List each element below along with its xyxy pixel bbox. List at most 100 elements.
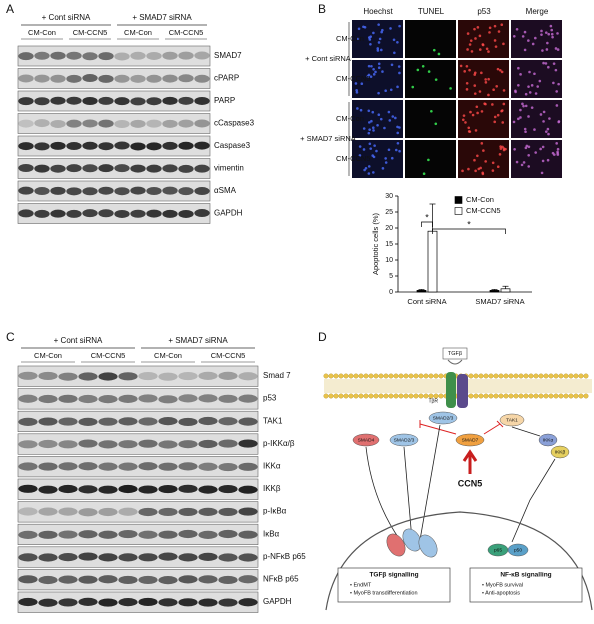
cell — [396, 131, 400, 135]
blot-band — [18, 97, 34, 106]
blot-band — [218, 484, 238, 494]
cell — [547, 32, 551, 36]
blot-label: p53 — [263, 394, 277, 403]
cell — [523, 48, 527, 52]
lipid-head — [433, 393, 439, 399]
cell — [388, 119, 392, 122]
blot-band — [138, 530, 158, 539]
blot-band — [178, 51, 194, 60]
blot-strip — [17, 569, 259, 591]
blot-band — [78, 530, 98, 539]
cell — [396, 85, 399, 89]
cell — [523, 127, 527, 131]
significance-bracket — [421, 221, 433, 227]
cell — [393, 51, 396, 55]
cell — [550, 28, 554, 32]
lipid-head — [523, 373, 529, 379]
blot-band — [18, 371, 38, 380]
cell — [467, 126, 471, 130]
cell — [370, 119, 373, 123]
blot-band — [78, 508, 98, 517]
cell — [363, 168, 366, 172]
lipid-head — [403, 373, 409, 379]
cell — [367, 64, 371, 68]
group-label: + Cont siRNA — [305, 54, 351, 63]
cell — [517, 84, 520, 87]
blot-label: GAPDH — [263, 597, 292, 606]
blot-band — [98, 530, 118, 539]
blot-band — [238, 485, 258, 494]
blot-label: vimentin — [214, 164, 244, 173]
cell — [512, 120, 516, 124]
lipid-head — [563, 393, 569, 399]
blot-band — [78, 372, 98, 381]
lipid-head — [428, 393, 434, 399]
blot-band — [78, 394, 98, 404]
cell — [411, 85, 415, 89]
signal-node — [428, 411, 458, 425]
lipid-head — [388, 373, 394, 379]
blot-label: PARP — [214, 96, 235, 105]
signal-node — [538, 433, 558, 447]
blot-band — [82, 97, 98, 106]
blot-band — [118, 507, 138, 516]
cell — [556, 48, 560, 51]
stain-label: Hoechst — [363, 7, 393, 16]
cell — [372, 73, 376, 76]
cell — [500, 70, 504, 74]
blot-band — [98, 142, 114, 151]
blot-band — [162, 141, 178, 150]
lipid-head — [503, 393, 509, 399]
cell — [360, 82, 364, 86]
lipid-head — [358, 393, 364, 399]
blot-band — [78, 417, 98, 427]
blot-band — [198, 575, 218, 584]
blot-label: IκBα — [263, 529, 280, 538]
cell — [421, 64, 425, 68]
blot-band — [178, 507, 198, 517]
cell — [478, 48, 482, 51]
panel-label: D — [318, 330, 327, 344]
cell — [355, 91, 359, 94]
cell — [364, 166, 368, 170]
smad-complex — [418, 534, 438, 558]
blot-band — [98, 74, 114, 83]
blot-label: cCaspase3 — [214, 119, 255, 128]
cell — [372, 129, 375, 132]
condition-label: CM-Con — [336, 34, 364, 43]
stain-label: p53 — [477, 7, 491, 16]
cell — [379, 117, 383, 121]
blot-label: p-IκBα — [263, 507, 287, 516]
cell — [500, 23, 504, 26]
cell — [524, 92, 528, 96]
blot-band — [238, 439, 258, 448]
cell — [473, 71, 477, 75]
signal-node — [507, 543, 529, 557]
cell — [544, 130, 548, 133]
cell — [434, 78, 438, 81]
cell — [521, 102, 524, 106]
cell — [478, 90, 482, 93]
condition-label: CM-Con — [124, 28, 152, 37]
blot-label: p-NFκB p65 — [263, 552, 306, 561]
lipid-head — [488, 373, 494, 379]
blot-band — [78, 552, 98, 561]
blot-band — [18, 186, 34, 195]
receptor — [457, 374, 468, 408]
lipid-head — [578, 373, 584, 379]
blot-band — [118, 529, 138, 539]
cell — [459, 64, 463, 68]
node-label: TAK1 — [506, 417, 518, 423]
cell — [536, 85, 540, 88]
cell — [377, 66, 381, 70]
blot-strip — [17, 45, 211, 67]
cell — [493, 115, 497, 119]
cell — [371, 110, 375, 114]
stain-label: TUNEL — [418, 7, 445, 16]
cell — [542, 120, 545, 123]
cell — [372, 68, 375, 71]
cell — [546, 127, 550, 131]
condition-label: CM-CCN5 — [211, 351, 246, 360]
inhibition — [419, 420, 457, 435]
blot-band — [58, 507, 78, 516]
